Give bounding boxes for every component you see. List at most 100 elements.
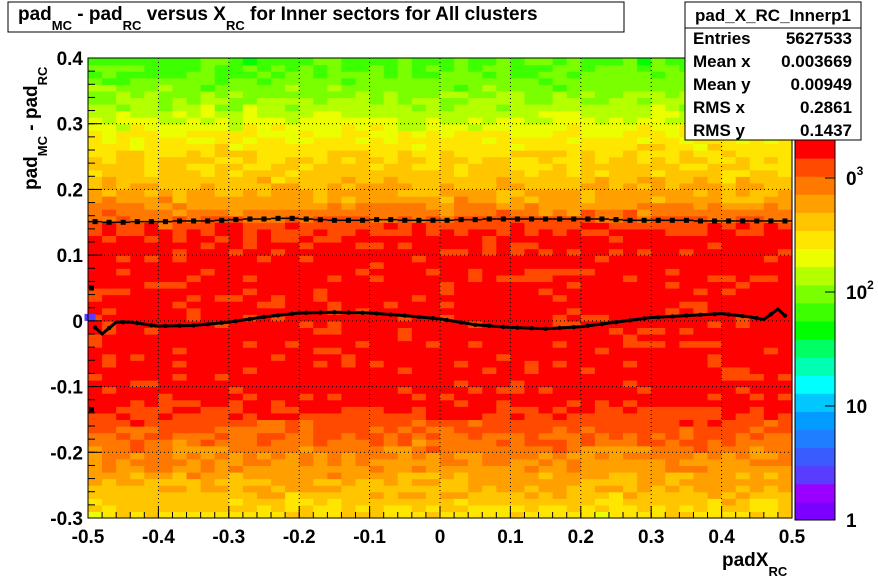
heatmap-cell (172, 465, 188, 473)
heatmap-cell (721, 393, 737, 401)
heatmap-cell (566, 235, 582, 243)
heatmap-cell (102, 182, 117, 191)
heatmap-cell (271, 472, 286, 480)
heatmap-cell (665, 406, 680, 414)
heatmap-cell (383, 314, 399, 322)
palette-swatch (795, 465, 835, 485)
mean-profile-point (754, 316, 759, 321)
heatmap-cell (383, 288, 399, 296)
heatmap-cell (200, 255, 216, 263)
heatmap-cell (594, 64, 610, 72)
heatmap-cell (271, 353, 286, 361)
heatmap-cell (313, 406, 328, 414)
heatmap-cell (130, 472, 145, 480)
heatmap-cell (440, 97, 455, 105)
heatmap-cell (707, 465, 723, 473)
heatmap-cell (566, 366, 582, 375)
heatmap-cell (383, 406, 399, 414)
heatmap-cell (102, 255, 117, 263)
heatmap-cell (186, 242, 202, 250)
heatmap-cell (88, 189, 103, 197)
heatmap-cell (594, 97, 610, 105)
heatmap-cell (468, 439, 483, 447)
heatmap-cell (454, 77, 469, 85)
heatmap-cell (496, 235, 511, 243)
y-axis-label: padMC - padRC (21, 66, 50, 190)
heatmap-cell (341, 504, 357, 513)
heatmap-cell (144, 248, 159, 256)
heatmap-cell (468, 274, 483, 283)
heatmap-cell (214, 169, 230, 177)
heatmap-cell (88, 156, 103, 164)
heatmap-cell (158, 143, 174, 151)
heatmap-cell (214, 491, 230, 499)
heatmap-cell (102, 274, 117, 283)
heatmap-cell (228, 268, 244, 276)
heatmap-cell (411, 274, 427, 283)
heatmap-cell (355, 366, 371, 375)
heatmap-cell (242, 472, 258, 480)
heatmap-cell (524, 288, 540, 296)
heatmap-cell (566, 294, 582, 302)
heatmap-cell (735, 228, 751, 237)
heatmap-cell (256, 274, 272, 283)
heatmap-cell (468, 104, 483, 112)
heatmap-cell (608, 130, 624, 138)
heatmap-cell (242, 347, 258, 355)
heatmap-cell (566, 360, 582, 368)
heatmap-cell (172, 452, 188, 460)
heatmap-cell (369, 64, 385, 72)
heatmap-cell (580, 511, 596, 519)
heatmap-cell (271, 64, 286, 72)
heatmap-cell (735, 274, 751, 283)
heatmap-cell (566, 393, 582, 401)
heatmap-cell (242, 176, 258, 184)
heatmap-cell (482, 163, 497, 171)
heatmap-cell (116, 110, 131, 118)
heatmap-cell (763, 156, 779, 164)
heatmap-cell (144, 255, 159, 263)
heatmap-cell (777, 169, 793, 177)
heatmap-cell (510, 445, 526, 453)
heatmap-cell (341, 399, 357, 407)
heatmap-cell (454, 235, 469, 243)
heatmap-cell (271, 268, 286, 276)
heatmap-cell (496, 248, 511, 256)
heatmap-cell (200, 386, 216, 394)
heatmap-cell (88, 110, 103, 118)
heatmap-cell (763, 163, 779, 171)
heatmap-cell (454, 366, 469, 375)
heatmap-cell (651, 176, 666, 184)
heatmap-cell (496, 360, 511, 368)
heatmap-cell (327, 353, 343, 361)
heatmap-cell (411, 386, 427, 394)
heatmap-cell (735, 294, 751, 302)
heatmap-cell (594, 399, 610, 407)
heatmap-cell (623, 255, 638, 263)
heatmap-cell (144, 347, 159, 355)
heatmap-cell (341, 143, 357, 151)
heatmap-cell (299, 504, 314, 513)
heatmap-cell (285, 301, 300, 309)
heatmap-cell (341, 452, 357, 460)
mean-profile-point (473, 322, 478, 327)
heatmap-cell (327, 84, 343, 92)
heatmap-cell (651, 255, 666, 263)
heatmap-cell (271, 235, 286, 243)
rms-upper-point (641, 217, 647, 223)
heatmap-cell (327, 248, 343, 256)
heatmap-cell (144, 294, 159, 302)
heatmap-cell (763, 340, 779, 348)
heatmap-cell (355, 274, 371, 283)
heatmap-cell (468, 71, 483, 79)
heatmap-cell (468, 196, 483, 204)
heatmap-cell (397, 110, 413, 118)
heatmap-cell (637, 498, 652, 506)
heatmap-cell (369, 196, 385, 204)
heatmap-cell (468, 294, 483, 302)
heatmap-cell (749, 281, 765, 289)
heatmap-cell (496, 130, 511, 138)
heatmap-cell (144, 406, 159, 414)
heatmap-cell (538, 228, 554, 237)
heatmap-cell (256, 478, 272, 486)
